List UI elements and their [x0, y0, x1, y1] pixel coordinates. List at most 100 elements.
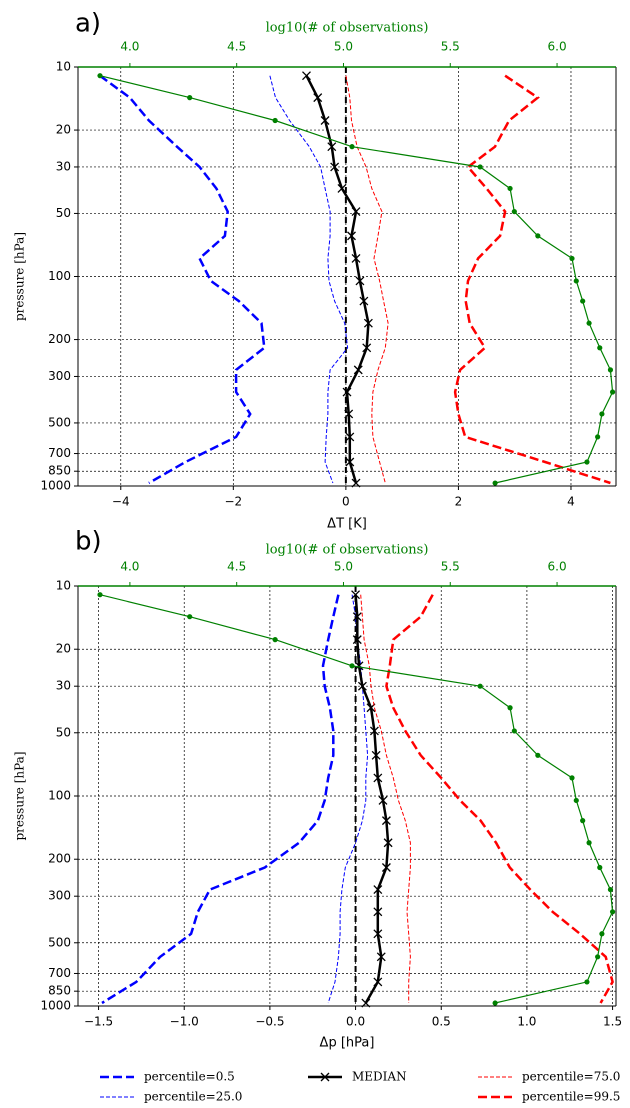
marker-stroke: [345, 432, 355, 442]
point: [373, 977, 383, 987]
point: [373, 907, 383, 917]
point: [477, 164, 483, 170]
y-axis-label: pressure [hPa]: [13, 232, 27, 321]
series-line: [99, 74, 266, 485]
x2-tick-label: 4.0: [120, 40, 139, 54]
marker-stroke: [351, 207, 361, 217]
point: [584, 459, 590, 465]
point: [376, 952, 386, 962]
point: [371, 750, 381, 760]
point: [609, 909, 616, 915]
point: [511, 728, 517, 734]
point: [607, 367, 614, 373]
panel-label: b): [75, 527, 102, 557]
y-tick-label: 300: [48, 889, 71, 903]
point: [345, 457, 355, 467]
x2-tick-label: 5.5: [441, 40, 460, 54]
y-tick-label: 30: [56, 159, 71, 173]
marker-stroke: [320, 116, 330, 125]
legend-label: percentile=0.5: [144, 1070, 235, 1084]
x2-tick-label: 4.5: [227, 40, 246, 54]
marker-stroke: [373, 929, 383, 939]
point: [599, 931, 605, 937]
point: [351, 253, 361, 263]
point: [373, 885, 383, 895]
panel-label: a): [75, 9, 101, 39]
point: [354, 661, 364, 671]
y-tick-label: 1000: [40, 999, 71, 1013]
x-axis-label: Δp [hPa]: [320, 1036, 375, 1051]
x-tick-label: −0.5: [255, 1015, 284, 1029]
marker-stroke: [363, 318, 373, 328]
point: [511, 208, 517, 215]
point: [609, 389, 616, 395]
marker-stroke: [373, 977, 383, 987]
y-tick-label: 300: [48, 369, 71, 383]
point: [187, 614, 193, 620]
marker-stroke: [355, 276, 365, 286]
marker-stroke: [376, 952, 386, 962]
marker-stroke: [353, 365, 363, 375]
point: [349, 144, 355, 150]
y-tick-label: 200: [48, 332, 71, 346]
y-tick-label: 850: [48, 984, 71, 998]
marker-stroke: [313, 93, 323, 103]
point: [347, 231, 356, 241]
x2-tick-label: 6.0: [548, 560, 567, 574]
marker-stroke: [347, 231, 356, 241]
x-tick-label: −1.0: [170, 1015, 199, 1029]
point: [272, 637, 278, 643]
point: [477, 683, 483, 689]
marker-stroke: [351, 253, 361, 263]
point: [507, 185, 513, 192]
series-line: [354, 594, 390, 1004]
point: [330, 162, 340, 172]
y-tick-label: 20: [56, 642, 71, 656]
marker-stroke: [381, 863, 391, 872]
series-line: [101, 594, 340, 1005]
x-tick-label: 1.5: [603, 1015, 622, 1029]
x2-tick-label: 6.0: [548, 40, 567, 54]
series-line: [327, 594, 369, 1004]
legend-label: percentile=25.0: [144, 1090, 242, 1104]
point: [355, 276, 365, 286]
y-axis-label: pressure [hPa]: [13, 752, 27, 841]
point: [569, 775, 575, 781]
x-tick-label: 4: [567, 495, 575, 509]
x-tick-label: 0: [342, 495, 350, 509]
point: [381, 816, 391, 826]
point: [586, 840, 592, 846]
x2-tick-label: 5.0: [334, 560, 353, 574]
point: [313, 93, 323, 103]
point: [327, 142, 337, 152]
marker-stroke: [371, 750, 381, 760]
legend-label: MEDIAN: [352, 1070, 407, 1084]
point: [272, 117, 278, 124]
point: [352, 612, 362, 622]
point: [351, 207, 361, 217]
point: [584, 979, 590, 985]
point: [381, 863, 391, 872]
marker-stroke: [381, 816, 391, 826]
y-tick-label: 850: [48, 464, 71, 478]
legend-label: percentile=99.5: [522, 1090, 620, 1104]
point: [302, 71, 311, 81]
point: [599, 411, 605, 417]
x-axis-label: ΔT [K]: [327, 517, 367, 532]
x-tick-label: −4: [112, 495, 130, 509]
y-tick-label: 700: [48, 446, 71, 460]
marker-stroke: [351, 590, 361, 600]
legend-marker: [320, 1072, 330, 1082]
y-tick-label: 50: [56, 725, 71, 739]
marker-stroke: [342, 387, 352, 397]
point: [359, 296, 369, 306]
point: [357, 681, 367, 691]
y-tick-label: 200: [48, 852, 71, 866]
point: [595, 434, 601, 440]
point: [535, 233, 541, 239]
point: [187, 95, 193, 101]
point: [363, 318, 373, 328]
y-tick-label: 100: [48, 789, 71, 803]
x-tick-label: −1.5: [84, 1015, 113, 1029]
series-line: [269, 75, 349, 484]
